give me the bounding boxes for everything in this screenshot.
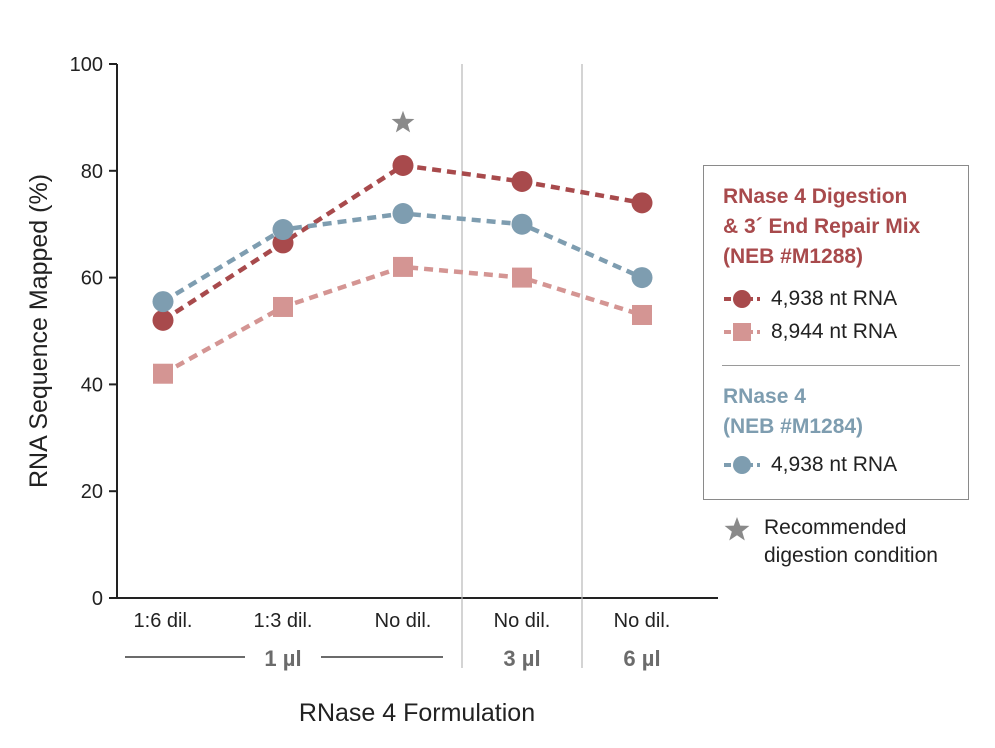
legend-heading-m1284: RNase 4 (NEB #M1284) <box>723 382 963 442</box>
data-point-circle <box>511 213 533 235</box>
legend-entry-m1284-4938: 4,938 nt RNA <box>723 450 897 480</box>
y-tick-label: 80 <box>81 161 103 183</box>
x-category-label: 1:3 dil. <box>254 610 313 632</box>
y-axis-title: RNA Sequence Mapped (%) <box>25 174 53 488</box>
circle-marker-icon <box>724 290 760 308</box>
circle-marker-icon <box>724 456 760 474</box>
recommended-star-marker <box>391 110 415 133</box>
legend-heading-m1288-line3: (NEB #M1288) <box>723 245 864 268</box>
x-axis-title: RNase 4 Formulation <box>299 699 535 727</box>
x-category-label: No dil. <box>375 610 432 632</box>
legend-heading-m1288-line1: RNase 4 Digestion <box>723 185 908 208</box>
x-category-label: No dil. <box>494 610 551 632</box>
legend-divider <box>722 365 960 366</box>
legend-heading-m1288: RNase 4 Digestion & 3´ End Repair Mix (N… <box>723 182 963 272</box>
data-point-circle <box>631 192 653 214</box>
star-icon <box>724 517 750 541</box>
legend-label-m1288-4938: 4,938 nt RNA <box>771 287 898 310</box>
data-point-circle <box>392 154 414 176</box>
series-line-0 <box>161 163 643 323</box>
data-point-square <box>393 256 413 277</box>
data-point-circle <box>631 267 653 289</box>
data-point-circle <box>152 309 174 331</box>
x-group-label: 1 µl <box>264 646 301 671</box>
legend: RNase 4 Digestion & 3´ End Repair Mix (N… <box>703 165 969 500</box>
legend-heading-m1284-line1: RNase 4 <box>723 385 806 408</box>
data-point-square <box>512 267 532 288</box>
x-group-label: 6 µl <box>623 646 660 671</box>
data-point-square <box>153 363 173 384</box>
y-tick-label: 60 <box>81 268 103 290</box>
x-category-label: No dil. <box>614 610 671 632</box>
recommended-line2: digestion condition <box>764 544 938 567</box>
series-line-1 <box>161 264 643 376</box>
legend-entry-m1288-4938: 4,938 nt RNA <box>723 284 897 314</box>
legend-label-m1288-8944: 8,944 nt RNA <box>771 320 898 343</box>
recommended-line1: Recommended <box>764 516 907 539</box>
legend-heading-m1284-line2: (NEB #M1284) <box>723 415 864 438</box>
legend-entry-m1288-8944: 8,944 nt RNA <box>723 317 897 347</box>
data-point-square <box>632 304 652 325</box>
data-point-circle <box>511 170 533 192</box>
square-marker-icon <box>724 323 760 341</box>
legend-heading-m1288-line2: & 3´ End Repair Mix <box>723 215 921 238</box>
recommended-note: Recommended digestion condition <box>724 514 974 570</box>
data-point-circle <box>392 203 414 225</box>
legend-label-m1284-4938: 4,938 nt RNA <box>771 453 898 476</box>
data-point-square <box>273 296 293 317</box>
y-tick-label: 0 <box>92 588 103 610</box>
y-tick-label: 40 <box>81 374 103 396</box>
y-tick-label: 20 <box>81 481 103 503</box>
x-group-label: 3 µl <box>503 646 540 671</box>
x-category-label: 1:6 dil. <box>134 610 193 632</box>
y-tick-label: 100 <box>70 54 103 76</box>
data-point-circle <box>152 291 174 313</box>
data-point-circle <box>272 219 294 241</box>
